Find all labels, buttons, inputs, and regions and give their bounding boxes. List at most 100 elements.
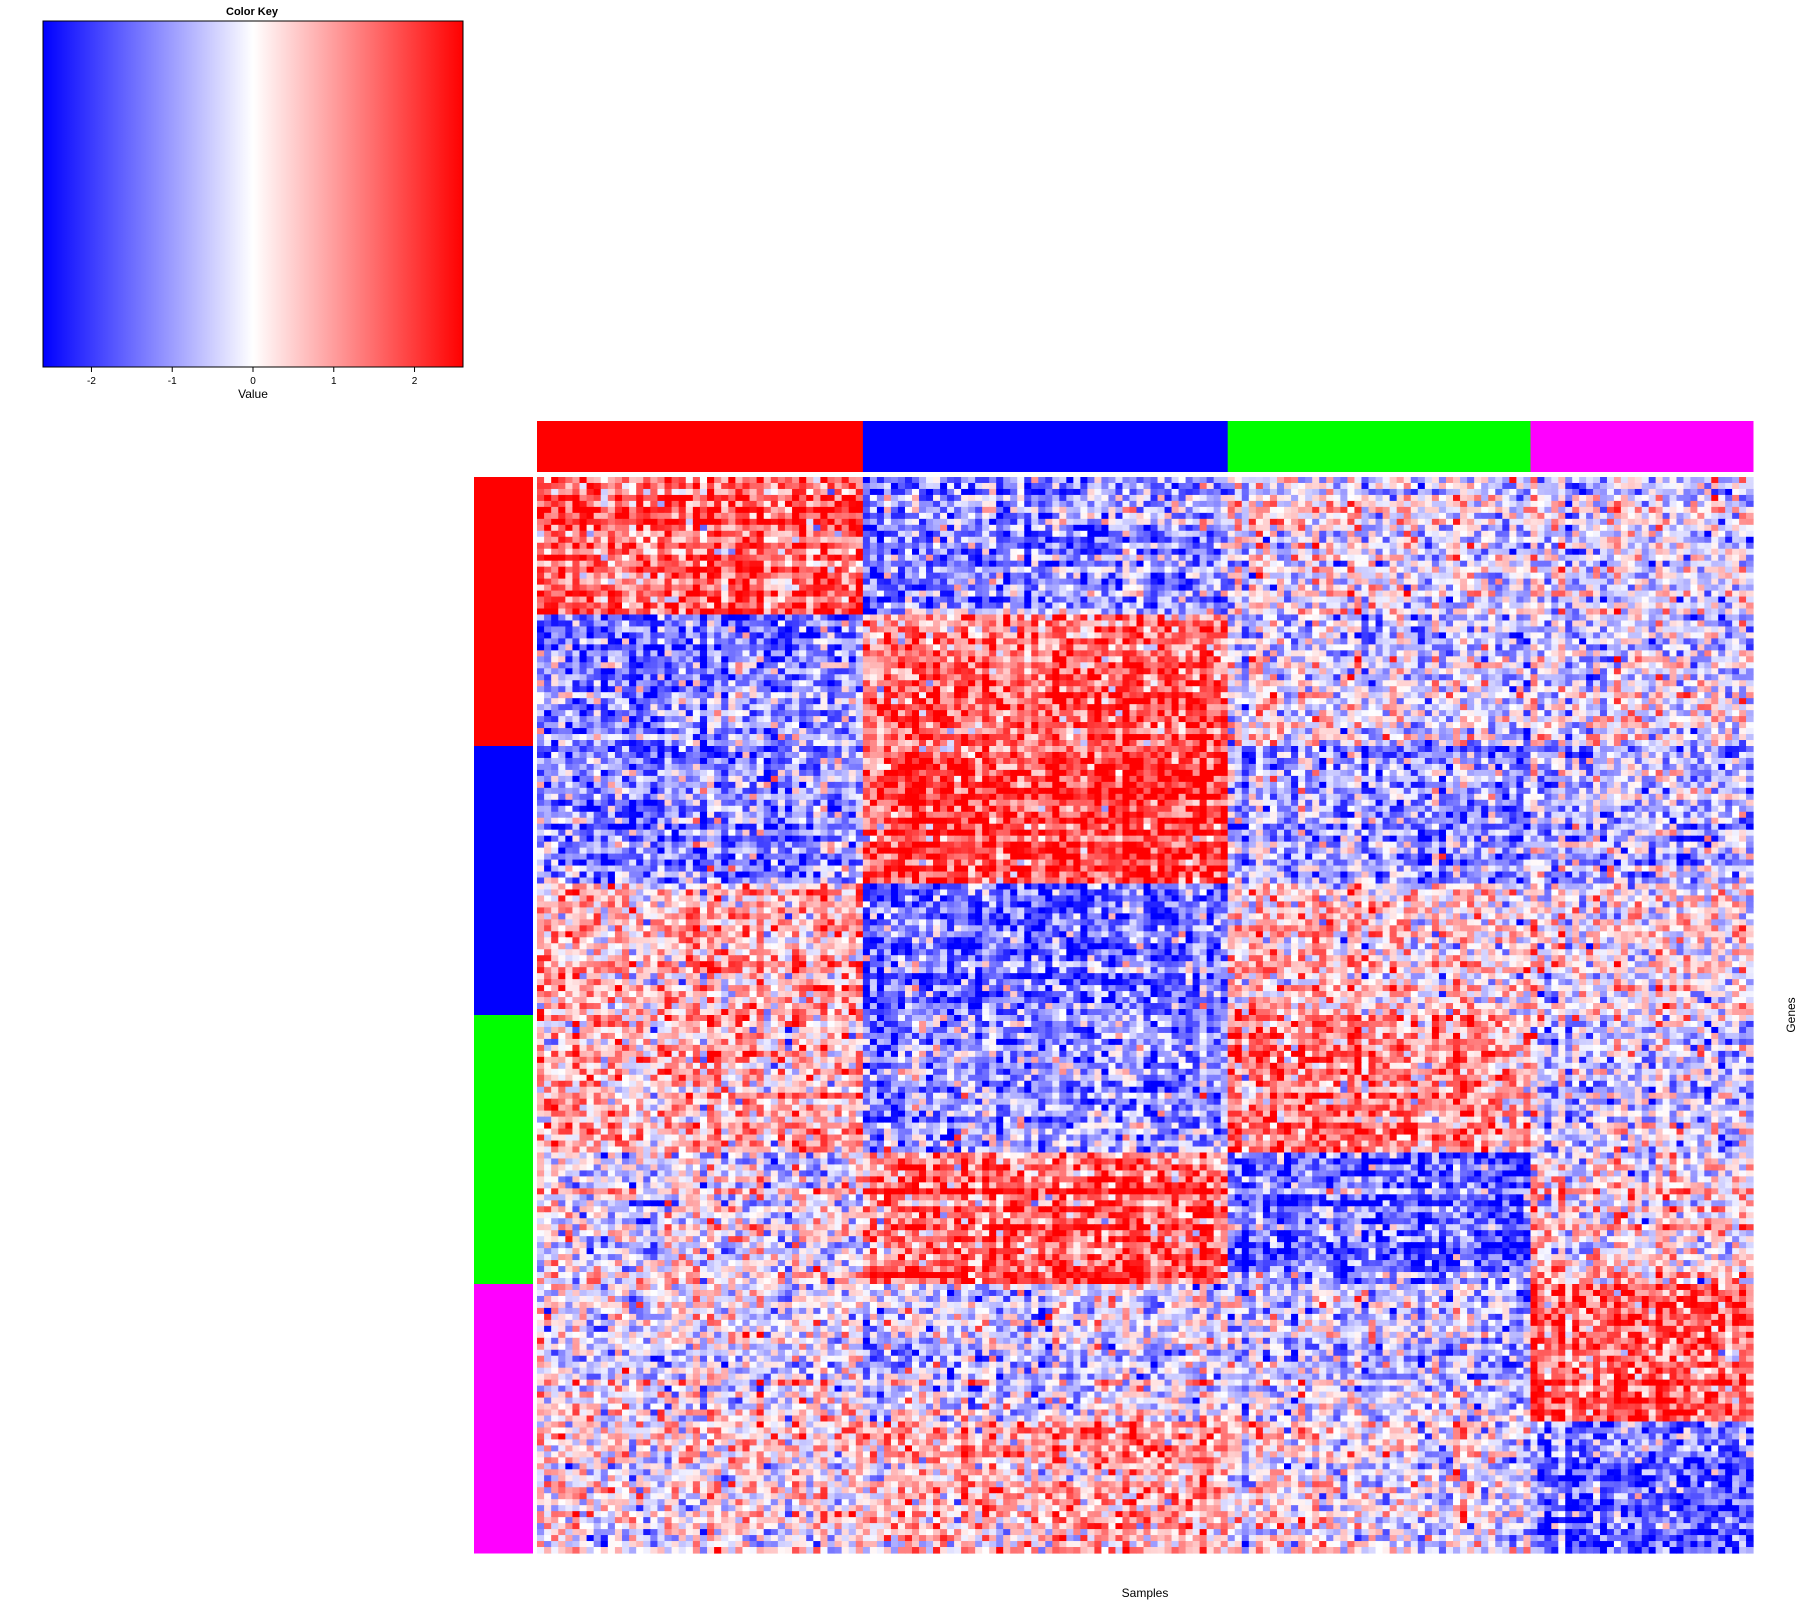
heatmap-cell xyxy=(1565,620,1573,628)
heatmap-cell xyxy=(1234,566,1243,574)
heatmap-cell xyxy=(883,566,892,574)
heatmap-cell xyxy=(1192,530,1201,538)
heatmap-cell xyxy=(961,560,969,568)
heatmap-cell xyxy=(1045,548,1053,556)
heatmap-cell xyxy=(770,477,779,484)
heatmap-cell xyxy=(1276,638,1285,645)
heatmap-cell xyxy=(1038,644,1046,651)
heatmap-cell xyxy=(1634,626,1643,634)
heatmap-cell xyxy=(650,632,659,639)
heatmap-cell xyxy=(756,644,765,651)
heatmap-cell xyxy=(707,644,715,651)
heatmap-cell xyxy=(1010,578,1018,586)
heatmap-cell xyxy=(1697,608,1705,616)
heatmap-cell xyxy=(1523,578,1532,586)
heatmap-cell xyxy=(1291,524,1299,532)
heatmap-cell xyxy=(1572,560,1580,568)
heatmap-cell xyxy=(1347,602,1356,610)
heatmap-cell xyxy=(784,620,793,628)
heatmap-cell xyxy=(855,620,864,628)
heatmap-cell xyxy=(1704,554,1712,562)
heatmap-cell xyxy=(1460,572,1468,580)
heatmap-cell xyxy=(1066,524,1074,532)
heatmap-cell xyxy=(558,488,566,496)
heatmap-cell xyxy=(1460,614,1468,622)
heatmap-cell xyxy=(1073,614,1081,622)
heatmap-cell xyxy=(636,632,644,639)
heatmap-cell xyxy=(1368,482,1377,490)
heatmap-cell xyxy=(685,494,694,502)
heatmap-cell xyxy=(1052,506,1060,514)
heatmap-cell xyxy=(586,590,595,598)
heatmap-cell xyxy=(579,488,588,496)
column-group-bar-4 xyxy=(1530,421,1754,472)
heatmap-cell xyxy=(1516,530,1525,538)
heatmap-cell xyxy=(1115,608,1124,616)
heatmap-cell xyxy=(1178,512,1187,520)
heatmap-cell xyxy=(1488,536,1496,544)
heatmap-cell xyxy=(1690,614,1698,622)
heatmap-cell xyxy=(1613,542,1622,550)
heatmap-cell xyxy=(1255,482,1264,490)
heatmap-cell xyxy=(813,596,821,604)
heatmap-cell xyxy=(1396,596,1405,604)
heatmap-cell xyxy=(1648,494,1657,502)
heatmap-cell xyxy=(784,590,793,598)
heatmap-cell xyxy=(1101,644,1110,651)
heatmap-cell xyxy=(614,524,623,532)
heatmap-cell xyxy=(1361,488,1370,496)
heatmap-cell xyxy=(1445,524,1454,532)
heatmap-cell xyxy=(954,506,962,514)
heatmap-cell xyxy=(1199,584,1208,592)
heatmap-cell xyxy=(537,500,545,508)
heatmap-cell xyxy=(1220,584,1229,592)
heatmap-cell xyxy=(926,614,934,622)
heatmap-cell xyxy=(707,590,715,598)
heatmap-cell xyxy=(1143,506,1152,514)
heatmap-cell xyxy=(1262,626,1271,634)
heatmap-cell xyxy=(876,477,885,484)
heatmap-cell xyxy=(735,590,744,598)
heatmap-cell xyxy=(1157,512,1166,520)
heatmap-cell xyxy=(1445,602,1454,610)
heatmap-cell xyxy=(1248,584,1257,592)
heatmap-cell xyxy=(1143,500,1152,508)
heatmap-cell xyxy=(1284,488,1292,496)
heatmap-cell xyxy=(1087,608,1095,616)
heatmap-cell xyxy=(1403,632,1412,639)
heatmap-cell xyxy=(1010,566,1018,574)
heatmap-cell xyxy=(600,488,609,496)
heatmap-cell xyxy=(714,518,722,526)
heatmap-cell xyxy=(1361,566,1370,574)
heatmap-cell xyxy=(841,494,850,502)
heatmap-cell xyxy=(721,590,729,598)
heatmap-cell xyxy=(1024,566,1032,574)
heatmap-cell xyxy=(1108,578,1117,586)
heatmap-cell xyxy=(607,578,616,586)
heatmap-cell xyxy=(671,578,680,586)
heatmap-cell xyxy=(1467,542,1475,550)
heatmap-cell xyxy=(586,608,595,616)
heatmap-cell xyxy=(1305,524,1313,532)
heatmap-cell xyxy=(1066,536,1074,544)
color-key-title: Color Key xyxy=(226,6,279,18)
heatmap-cell xyxy=(1241,506,1250,514)
heatmap-cell xyxy=(890,614,899,622)
heatmap-cell xyxy=(1410,584,1419,592)
heatmap-cell xyxy=(1178,560,1187,568)
heatmap-cell xyxy=(1648,566,1657,574)
heatmap-cell xyxy=(820,524,829,532)
heatmap-cell xyxy=(1010,512,1018,520)
heatmap-cell xyxy=(721,554,729,562)
heatmap-cell xyxy=(1206,632,1215,639)
heatmap-cell xyxy=(1593,638,1601,645)
heatmap-cell xyxy=(1326,572,1334,580)
heatmap-cell xyxy=(1333,644,1341,651)
heatmap-cell xyxy=(1031,530,1039,538)
heatmap-cell xyxy=(565,536,574,544)
heatmap-cell xyxy=(926,530,934,538)
heatmap-cell xyxy=(1136,626,1145,634)
heatmap-cell xyxy=(699,506,708,514)
heatmap-cell xyxy=(636,560,644,568)
heatmap-cell xyxy=(1087,530,1095,538)
